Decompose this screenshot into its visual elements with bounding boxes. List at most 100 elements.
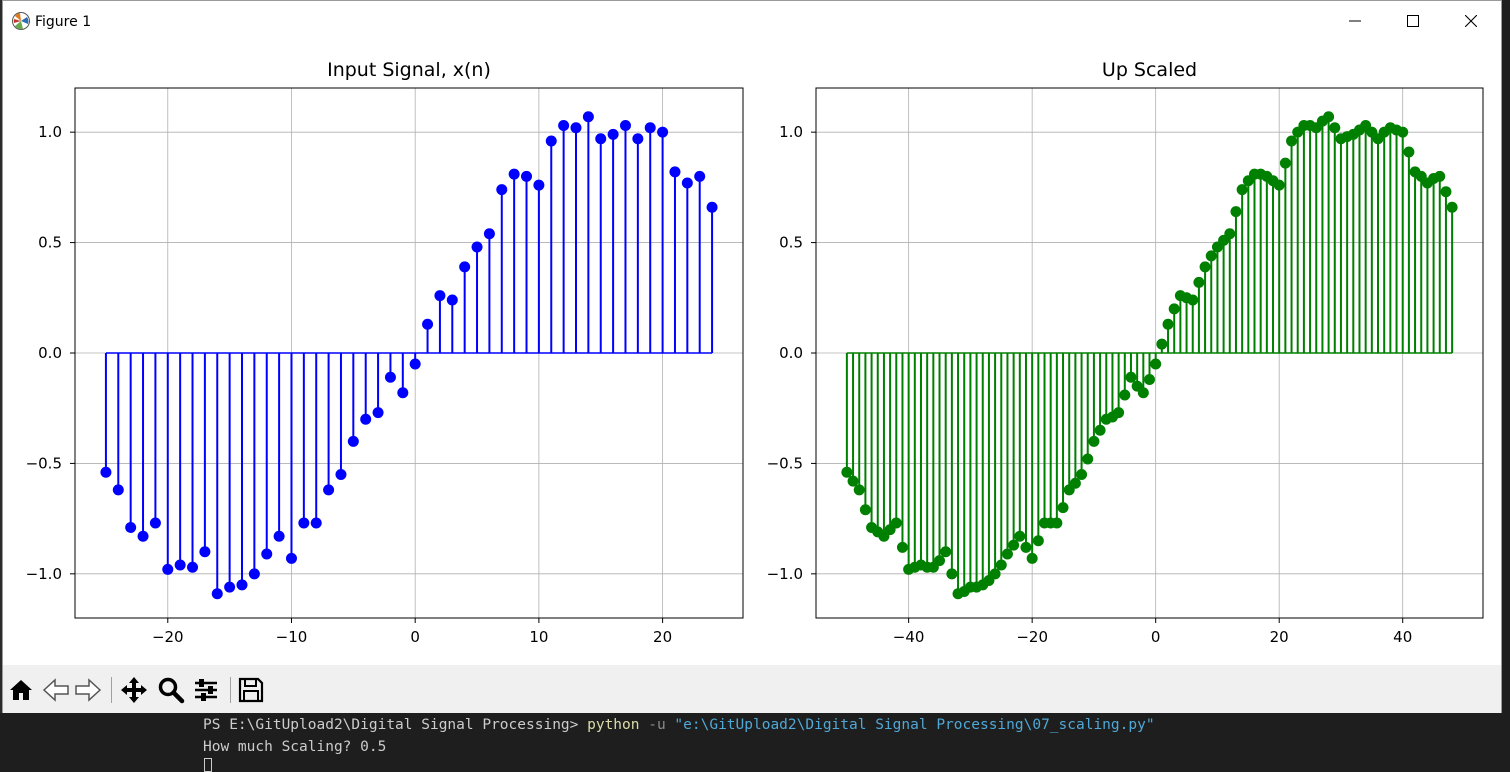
stem-marker [841, 466, 853, 478]
terminal-prompt: PS E:\GitUpload2\Digital Signal Processi… [203, 717, 588, 733]
stem-marker [1286, 135, 1298, 147]
close-button[interactable] [1442, 1, 1500, 41]
configure-subplots-button[interactable] [191, 675, 221, 705]
stem-marker [248, 568, 260, 580]
y-tick-label: 0.0 [779, 344, 803, 362]
stem-marker [187, 561, 199, 573]
stem-marker [989, 568, 1001, 580]
pan-button[interactable] [119, 675, 149, 705]
stem-marker [890, 517, 902, 529]
minimize-icon [1349, 20, 1361, 22]
stem-marker [273, 530, 285, 542]
stem-marker [607, 128, 619, 140]
y-tick-label: 1.0 [779, 123, 803, 141]
stem-marker [1069, 477, 1081, 489]
stem-marker [570, 122, 582, 134]
stem-marker [1199, 261, 1211, 273]
stem-marker [1125, 371, 1137, 383]
stem-marker [521, 170, 533, 182]
stem-marker [1051, 517, 1063, 529]
figure-svg: −20 −10 0 10 20 1.0 0.5 0.0 −0.5 −1.0 Input Signal… [26, 59, 1484, 646]
stem-marker [224, 581, 236, 593]
stem-marker [896, 541, 908, 553]
x-tick-label: 0 [1151, 628, 1161, 646]
stem-marker [1224, 228, 1236, 240]
stem-marker [496, 184, 508, 196]
navigation-toolbar [3, 665, 1501, 713]
configure-subplots-icon [195, 679, 217, 701]
stem-marker [657, 126, 669, 138]
stem-marker [199, 546, 211, 558]
x-tick-label: 20 [1270, 628, 1289, 646]
stem-marker [595, 133, 607, 145]
stem-marker [1026, 552, 1038, 564]
x-tick-label: 40 [1393, 628, 1412, 646]
stem-marker [706, 201, 718, 213]
stem-marker [1150, 358, 1162, 370]
home-icon [10, 680, 32, 700]
save-button[interactable] [236, 675, 266, 705]
stem-marker [1094, 424, 1106, 436]
stem-marker [1273, 179, 1285, 191]
stem-marker [1144, 374, 1155, 385]
pan-icon [121, 677, 147, 703]
stem-marker [508, 168, 520, 180]
stem-marker [644, 122, 656, 134]
back-button[interactable] [41, 675, 71, 705]
terminal-command: python [587, 717, 640, 733]
stem-marker [694, 170, 706, 182]
stem-marker [483, 228, 495, 240]
stem-marker [298, 517, 310, 529]
stem-marker [335, 468, 347, 480]
y-tick-label: 0.0 [38, 344, 62, 362]
back-icon [42, 678, 69, 702]
forward-button[interactable] [73, 675, 103, 705]
stem-marker [323, 484, 335, 496]
terminal-path: "e:\GitUpload2\Digital Signal Processing… [674, 717, 1155, 733]
stem-marker [632, 133, 644, 145]
stem-marker [422, 318, 434, 330]
minimize-button[interactable] [1326, 1, 1384, 41]
figure-canvas[interactable]: −20 −10 0 10 20 1.0 0.5 0.0 −0.5 −1.0 Input Signal… [3, 41, 1501, 665]
stem-marker [1088, 435, 1100, 447]
stem-marker [1236, 184, 1248, 196]
stem-marker [100, 466, 112, 478]
stem-marker [446, 294, 458, 306]
home-button[interactable] [6, 675, 36, 705]
chart-title: Up Scaled [1102, 59, 1197, 81]
x-tick-label: 0 [410, 628, 420, 646]
stem-marker [1057, 502, 1069, 514]
stem-marker [459, 261, 471, 273]
stem-marker [1403, 146, 1415, 158]
stem-marker [125, 521, 137, 533]
stem-marker [1162, 318, 1174, 330]
y-tick-label: −0.5 [26, 454, 62, 472]
terminal-command-line: PS E:\GitUpload2\Digital Signal Processi… [203, 717, 1155, 733]
stem-marker [1329, 122, 1341, 134]
stem-marker [1076, 468, 1088, 480]
x-tick-label: −40 [893, 628, 925, 646]
stem-marker [360, 413, 372, 425]
toolbar-separator [230, 677, 231, 703]
stem-marker [1032, 535, 1044, 547]
stem-marker [1020, 541, 1032, 553]
title-bar[interactable]: Figure 1 [3, 1, 1501, 41]
stem-marker [397, 387, 409, 399]
stem-marker [1187, 294, 1199, 306]
y-tick-label: 1.0 [38, 123, 62, 141]
stem-marker [409, 358, 421, 370]
stem-marker [149, 517, 161, 529]
forward-icon [75, 678, 102, 702]
stem-marker [582, 111, 594, 123]
stem-marker [1119, 389, 1131, 401]
stem-marker [1137, 387, 1149, 399]
stem-marker [1168, 303, 1180, 315]
stem-marker [1323, 111, 1335, 123]
maximize-button[interactable] [1384, 1, 1442, 41]
zoom-button[interactable] [156, 675, 186, 705]
stem-marker [1193, 276, 1205, 288]
stem-marker [211, 588, 223, 600]
stem-marker [1397, 126, 1409, 138]
stem-marker [384, 371, 396, 383]
terminal-panel[interactable]: PS E:\GitUpload2\Digital Signal Processi… [0, 713, 1510, 772]
